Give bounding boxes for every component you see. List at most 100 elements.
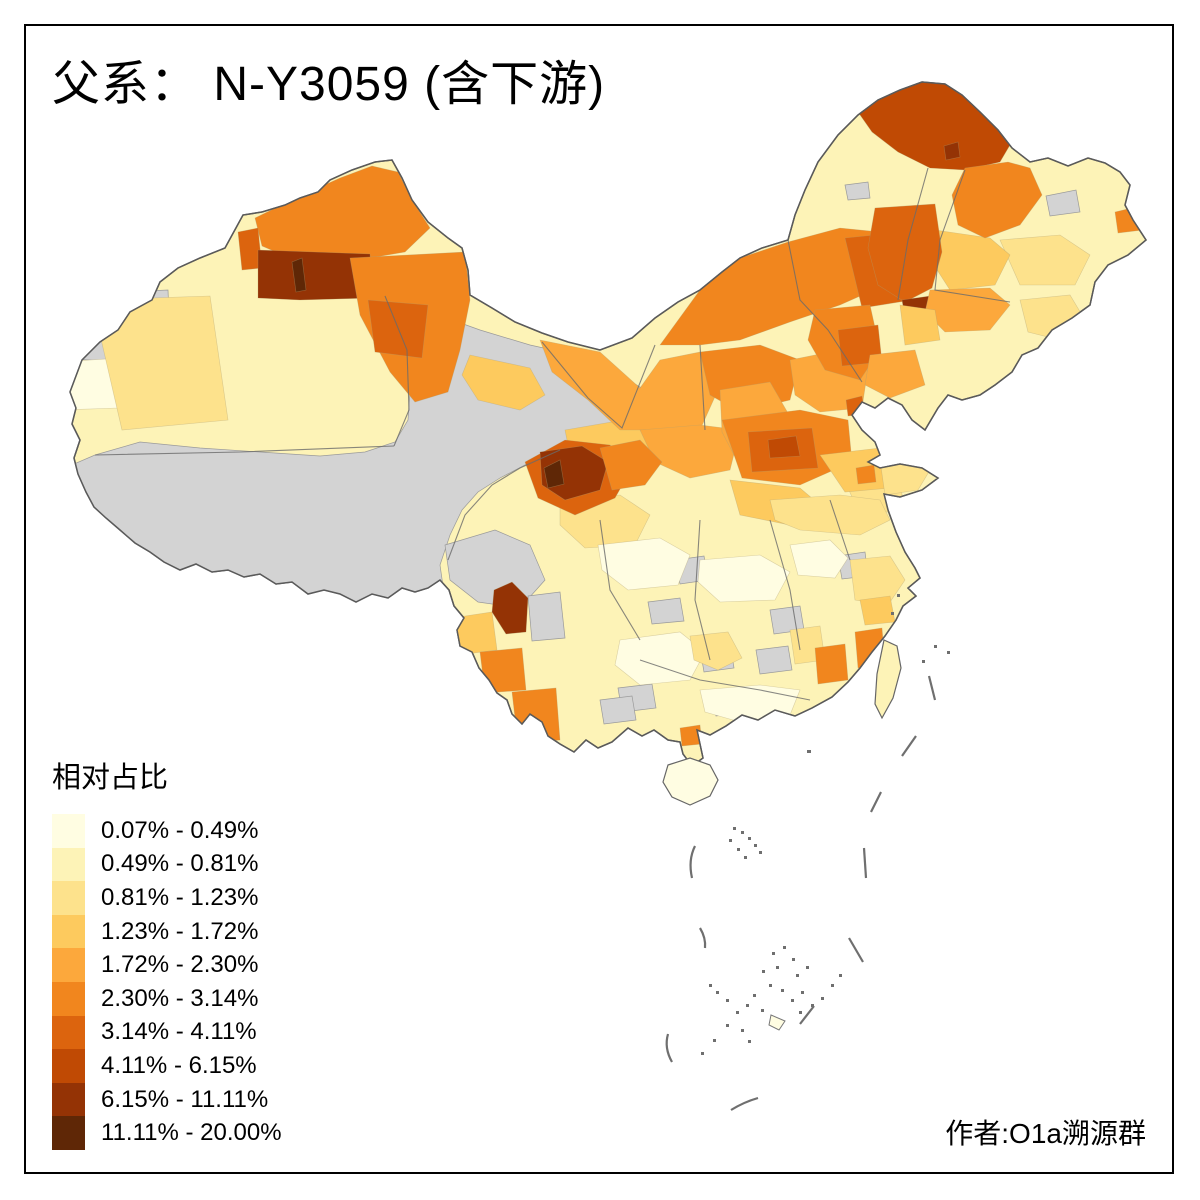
map-regions: [543, 459, 565, 489]
islets: [741, 831, 744, 834]
legend-item: 6.15% - 11.11%: [52, 1082, 282, 1117]
attribution: 作者:O1a溯源群: [945, 1118, 1146, 1149]
legend-swatch: [52, 948, 85, 982]
islets: [821, 997, 824, 1000]
map-regions: [943, 141, 961, 161]
province-borders: [384, 295, 410, 447]
south-china-sea-dashes: [665, 675, 937, 1111]
map-regions: [511, 687, 561, 745]
map-regions: [755, 645, 793, 675]
islets: [799, 1011, 802, 1014]
legend-swatch: [52, 1049, 85, 1083]
legend-item: 0.07% - 0.49%: [52, 814, 282, 848]
legend-item: 2.30% - 3.14%: [52, 981, 282, 1016]
map-regions: [767, 435, 801, 459]
province-borders: [94, 167, 1011, 701]
legend-label: 3.14% - 4.11%: [101, 1018, 257, 1046]
islets: [736, 1011, 739, 1014]
south-china-sea-dashes: [862, 847, 868, 879]
legend-label: 0.81% - 1.23%: [101, 883, 259, 911]
legend-item: 1.23% - 1.72%: [52, 914, 282, 949]
legend-swatch: [52, 847, 85, 882]
islets: [891, 612, 894, 615]
province-borders: [699, 344, 706, 431]
islets: [762, 970, 765, 973]
mainland-outline: [69, 81, 1147, 768]
province-borders: [94, 445, 395, 456]
map-regions: [844, 181, 871, 201]
province-borders: [829, 499, 851, 561]
islets: [759, 851, 762, 854]
south-china-sea-dashes: [730, 1096, 759, 1111]
islets: [807, 750, 811, 753]
map-regions: [614, 631, 706, 686]
map-regions: [814, 643, 849, 685]
islets: [769, 984, 772, 987]
map-regions: [647, 597, 685, 625]
islets: [701, 594, 950, 1055]
map-regions: [597, 537, 691, 591]
legend-label: 4.11% - 6.15%: [101, 1051, 257, 1079]
map-regions: [291, 257, 307, 293]
legend-item: 1.72% - 2.30%: [52, 948, 282, 982]
map-regions: [999, 234, 1091, 286]
map-regions: [769, 494, 891, 536]
legend-label: 0.07% - 0.49%: [101, 816, 259, 844]
province-borders: [447, 449, 561, 561]
islets: [713, 1039, 716, 1042]
islets: [748, 1040, 751, 1043]
islets: [796, 974, 799, 977]
islets: [726, 999, 729, 1002]
islets: [741, 1029, 744, 1032]
south-china-sea-dashes: [901, 735, 917, 757]
map-regions: [855, 464, 877, 485]
legend-swatch: [52, 1116, 85, 1150]
legend-swatch: [52, 1082, 85, 1117]
islands: [768, 1014, 786, 1031]
map-title: 父系： N-Y3059 (含下游): [52, 58, 606, 111]
islets: [806, 966, 809, 969]
map-regions: [527, 591, 566, 642]
map-regions: [599, 439, 663, 491]
islets: [709, 984, 712, 987]
legend-item: 3.14% - 4.11%: [52, 1015, 282, 1050]
islets: [744, 856, 747, 859]
islets: [897, 594, 900, 597]
map-regions: [539, 445, 609, 501]
legend-item: 11.11% - 20.00%: [52, 1116, 282, 1150]
legend-swatch: [52, 914, 85, 949]
islets: [761, 1009, 764, 1012]
islets: [947, 651, 950, 654]
islets: [729, 839, 732, 842]
province-borders: [769, 519, 801, 651]
map-regions: [70, 82, 1144, 747]
islets: [781, 989, 784, 992]
legend-title: 相对占比: [52, 762, 169, 794]
islets: [772, 952, 775, 955]
south-china-sea-dashes: [699, 927, 707, 949]
legend-item: 0.81% - 1.23%: [52, 881, 282, 915]
province-borders: [787, 239, 863, 383]
map-regions: [789, 539, 849, 579]
legend-label: 6.15% - 11.11%: [101, 1085, 269, 1113]
legend-swatch: [52, 881, 85, 915]
map-regions: [539, 339, 719, 431]
islets: [801, 991, 804, 994]
islets: [934, 645, 937, 648]
map-regions: [697, 554, 791, 603]
islets: [754, 844, 757, 847]
legend-label: 0.49% - 0.81%: [101, 850, 259, 878]
province-borders: [599, 519, 641, 641]
islands: [662, 639, 902, 1031]
islets: [783, 946, 786, 949]
province-borders: [541, 341, 656, 429]
map-regions: [491, 581, 529, 635]
islets: [737, 848, 740, 851]
south-china-sea-dashes: [927, 675, 937, 701]
islets: [726, 1024, 729, 1027]
legend-label: 1.23% - 1.72%: [101, 917, 259, 945]
map-regions: [899, 304, 941, 346]
islets: [746, 1004, 749, 1007]
legend-label: 2.30% - 3.14%: [101, 984, 259, 1012]
